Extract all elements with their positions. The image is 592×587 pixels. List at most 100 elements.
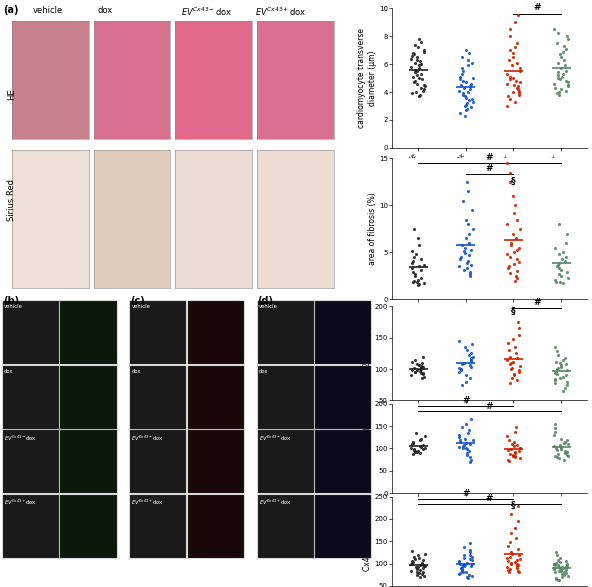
Point <box>509 441 519 451</box>
Point <box>504 55 513 65</box>
Point <box>515 63 525 73</box>
Point <box>550 427 559 436</box>
Point <box>419 352 428 361</box>
Point <box>550 275 559 284</box>
Point <box>556 362 566 371</box>
Point <box>512 440 522 450</box>
Point <box>561 238 571 248</box>
Point <box>511 39 521 48</box>
Text: $EV^{Cx43-}$dox: $EV^{Cx43-}$dox <box>259 433 291 443</box>
Point <box>457 423 466 432</box>
Point <box>457 564 466 573</box>
Point <box>514 366 523 375</box>
Point <box>417 365 426 374</box>
Point <box>458 566 467 575</box>
Point <box>551 342 560 352</box>
Point <box>456 365 465 374</box>
Point <box>510 342 520 352</box>
Point <box>507 61 516 70</box>
Point <box>407 258 417 268</box>
Point <box>462 568 471 577</box>
Point <box>510 276 520 285</box>
Point <box>550 375 559 384</box>
Point <box>464 220 473 229</box>
Point <box>504 338 513 348</box>
Point <box>407 54 416 63</box>
Point <box>410 252 419 262</box>
Point <box>458 567 468 576</box>
Point <box>562 556 571 566</box>
Point <box>419 279 429 288</box>
Point <box>556 85 565 94</box>
Point <box>556 360 565 370</box>
Point <box>410 224 419 234</box>
Point <box>461 342 470 352</box>
Point <box>464 61 473 70</box>
Point <box>557 572 567 582</box>
Point <box>510 370 519 380</box>
Point <box>562 229 572 238</box>
Point <box>514 545 523 554</box>
Point <box>466 415 475 424</box>
Point <box>512 254 522 264</box>
Point <box>506 75 515 84</box>
Point <box>414 234 423 243</box>
Point <box>414 360 423 370</box>
Point <box>510 453 520 462</box>
Point <box>414 554 423 563</box>
Point <box>465 269 475 279</box>
Point <box>463 104 472 113</box>
Point <box>502 431 511 441</box>
Point <box>417 558 427 567</box>
Point <box>415 436 424 445</box>
Point <box>551 278 561 287</box>
Point <box>549 25 559 34</box>
Point <box>468 73 478 83</box>
Point <box>508 48 517 58</box>
Point <box>505 352 514 361</box>
Point <box>419 86 428 95</box>
Point <box>464 96 474 105</box>
Point <box>466 362 476 371</box>
Point <box>410 269 419 279</box>
Point <box>505 449 514 458</box>
Point <box>459 551 468 560</box>
Point <box>514 502 523 511</box>
Point <box>513 353 522 362</box>
Point <box>415 448 424 458</box>
Point <box>458 196 468 205</box>
Point <box>503 446 513 455</box>
Point <box>466 260 476 269</box>
Point <box>555 558 564 567</box>
Point <box>465 229 474 238</box>
Point <box>560 447 570 456</box>
Y-axis label: cardiomyocyte transverse
diameter (μm): cardiomyocyte transverse diameter (μm) <box>357 28 377 128</box>
Point <box>460 92 469 101</box>
Point <box>554 73 563 83</box>
Point <box>510 201 520 210</box>
Point <box>563 77 572 87</box>
Point <box>458 89 468 98</box>
Point <box>419 571 429 581</box>
Point <box>502 158 511 168</box>
Point <box>549 441 559 450</box>
Point <box>513 564 522 573</box>
Point <box>505 25 514 34</box>
Point <box>466 355 475 365</box>
Point <box>466 545 475 555</box>
Point <box>462 99 472 108</box>
Point <box>409 446 419 455</box>
Point <box>462 215 471 224</box>
Point <box>558 562 567 572</box>
Point <box>513 85 523 94</box>
Point <box>507 374 517 383</box>
Point <box>454 86 464 95</box>
Point <box>509 80 519 90</box>
Point <box>556 50 565 59</box>
Text: #: # <box>462 489 469 498</box>
Point <box>465 268 475 277</box>
Point <box>458 52 467 62</box>
Point <box>415 560 424 569</box>
Point <box>414 240 423 249</box>
Point <box>462 450 472 460</box>
